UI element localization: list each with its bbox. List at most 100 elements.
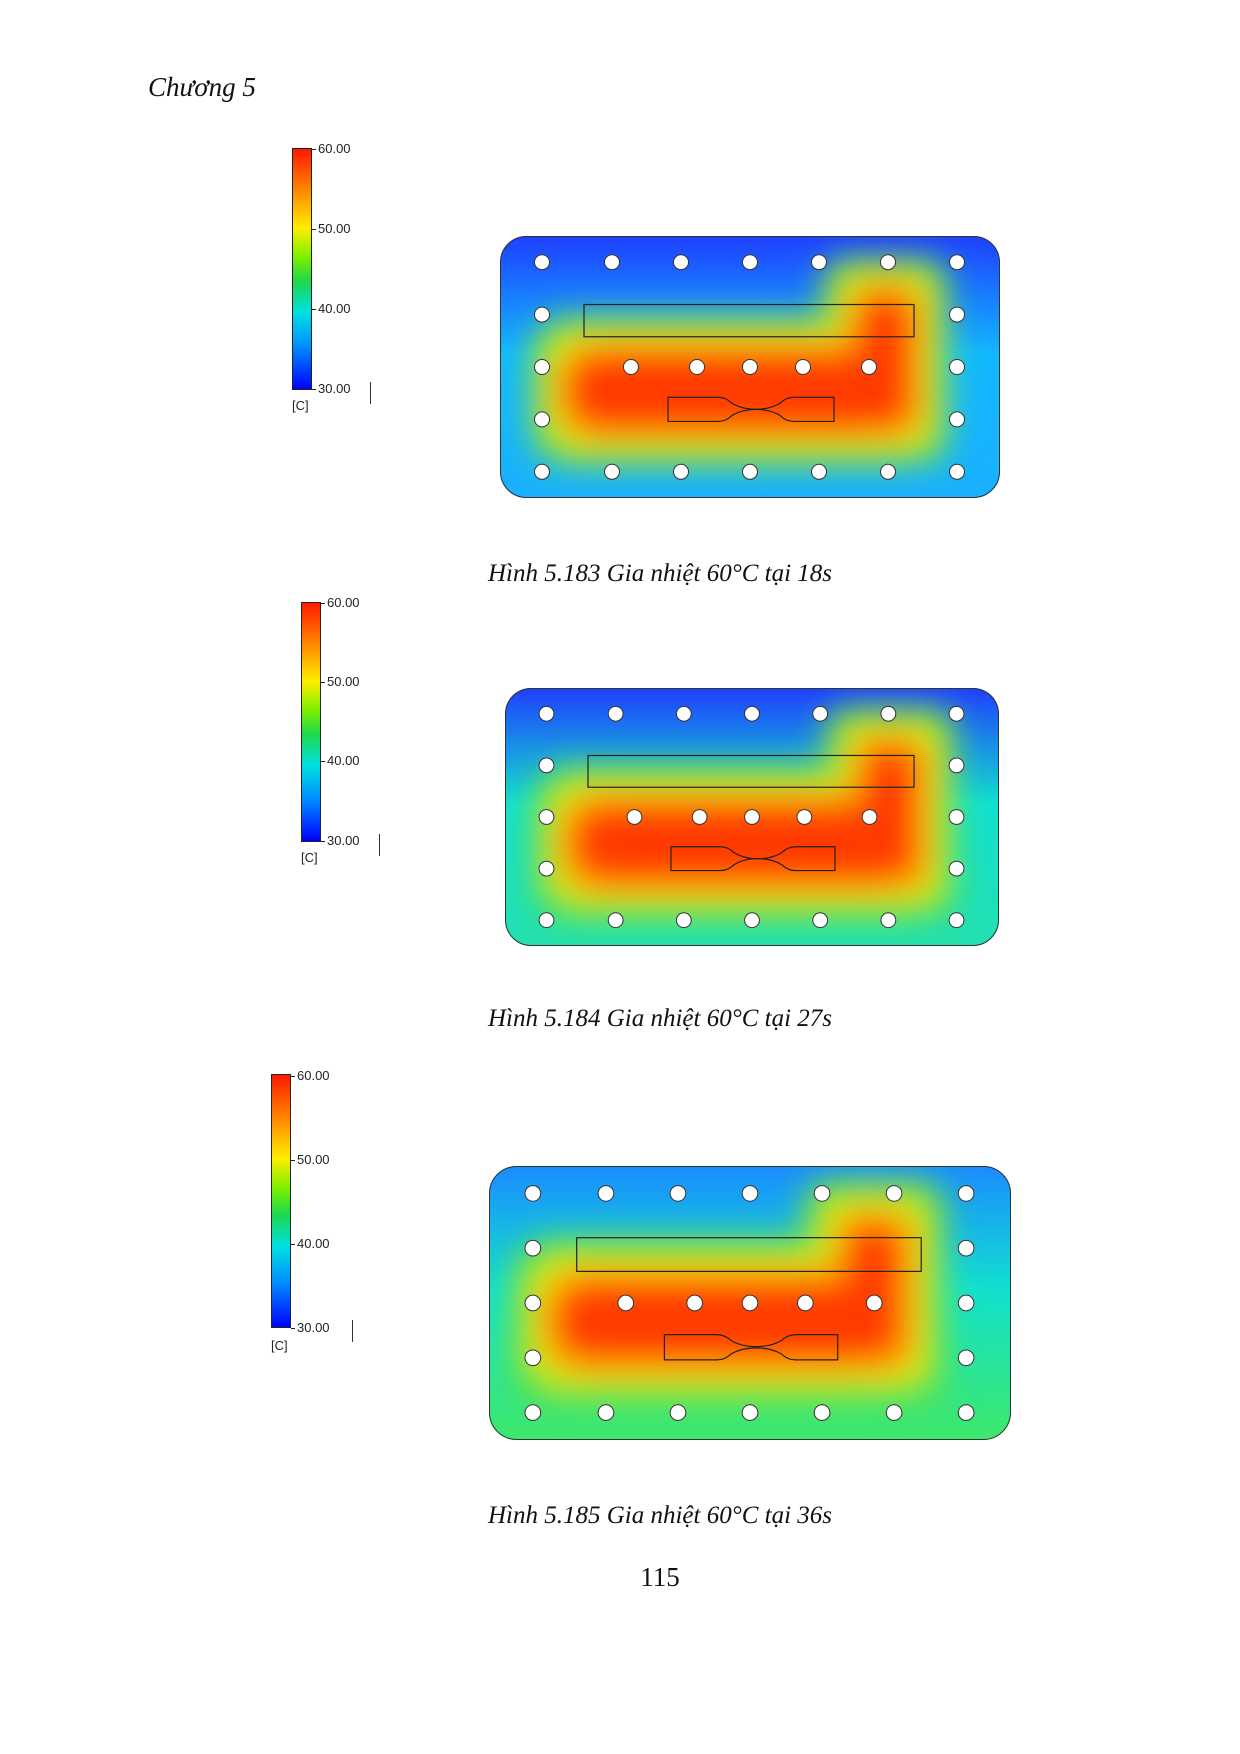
legend-tick-60: 60.00 <box>321 595 360 610</box>
channel-hole <box>957 1185 975 1202</box>
legend-tick-40: 40.00 <box>291 1236 330 1251</box>
channel-hole <box>686 1294 703 1312</box>
channel-hole <box>669 1404 687 1421</box>
channel-hole <box>741 1404 759 1421</box>
channel-hole <box>675 912 692 929</box>
heat-plate-2 <box>505 688 999 946</box>
channel-hole <box>861 359 877 375</box>
channel-hole <box>811 254 827 271</box>
channel-hole <box>949 254 965 271</box>
channel-hole <box>689 359 705 375</box>
page-number: 115 <box>640 1562 680 1592</box>
channel-hole <box>534 463 550 480</box>
channel-hole <box>880 463 896 480</box>
channel-hole <box>604 463 620 480</box>
channel-hole <box>597 1404 615 1421</box>
dogbone-cavity-outline <box>670 846 836 872</box>
channel-hole <box>741 1185 759 1202</box>
channel-hole <box>880 912 897 929</box>
legend-tick-60: 60.00 <box>312 141 351 156</box>
channel-hole <box>673 254 689 271</box>
channel-hole <box>861 809 878 825</box>
channel-hole <box>880 705 897 722</box>
legend-tick-60: 60.00 <box>291 1068 330 1083</box>
legend-unit: [C] <box>301 850 318 865</box>
legend-tick-50: 50.00 <box>321 674 360 689</box>
temperature-field <box>489 1166 1011 1440</box>
channel-hole <box>811 463 827 480</box>
channel-hole <box>813 1404 831 1421</box>
figure-caption-2: Hình 5.184 Gia nhiệt 60°C tại 27s <box>487 1005 833 1032</box>
channel-hole <box>813 1185 831 1202</box>
upper-cavity-outline <box>587 754 915 788</box>
channel-hole <box>948 912 965 929</box>
legend-color-bar <box>301 602 321 842</box>
channel-hole <box>957 1404 975 1421</box>
channel-hole <box>797 1294 814 1312</box>
channel-hole <box>948 860 965 877</box>
figure-caption-1: Hình 5.183 Gia nhiệt 60°C tại 18s <box>487 560 833 587</box>
channel-hole <box>538 912 555 929</box>
dogbone-cavity-outline <box>663 1334 839 1361</box>
channel-hole <box>538 757 555 774</box>
legend-color-bar <box>271 1074 291 1328</box>
channel-hole <box>524 1185 542 1202</box>
channel-hole <box>949 306 965 323</box>
channel-hole <box>534 411 550 428</box>
channel-hole <box>675 705 692 722</box>
channel-hole <box>538 705 555 722</box>
channel-hole <box>948 705 965 722</box>
legend-tick-30: 30.00 <box>312 381 351 396</box>
legend-marker <box>352 1320 353 1342</box>
channel-hole <box>524 1404 542 1421</box>
channel-hole <box>880 254 896 271</box>
channel-hole <box>796 809 813 825</box>
legend-unit: [C] <box>292 398 309 413</box>
channel-hole <box>957 1239 975 1257</box>
temperature-field <box>505 688 999 946</box>
channel-hole <box>949 359 965 375</box>
channel-hole <box>957 1349 975 1367</box>
channel-hole <box>669 1185 687 1202</box>
channel-hole <box>534 254 550 271</box>
channel-hole <box>534 306 550 323</box>
channel-hole <box>534 359 550 375</box>
channel-hole <box>607 705 624 722</box>
legend-tick-50: 50.00 <box>312 221 351 236</box>
channel-hole <box>744 912 760 929</box>
channel-hole <box>617 1294 635 1312</box>
heat-plate-1 <box>500 236 1000 498</box>
legend-tick-30: 30.00 <box>321 833 360 848</box>
channel-hole <box>885 1404 903 1421</box>
channel-hole <box>524 1239 542 1257</box>
channel-hole <box>948 809 965 825</box>
channel-hole <box>795 359 811 375</box>
channel-hole <box>524 1349 542 1367</box>
legend-color-bar <box>292 148 312 390</box>
channel-hole <box>597 1185 615 1202</box>
channel-hole <box>957 1294 975 1312</box>
upper-cavity-outline <box>576 1237 922 1272</box>
channel-hole <box>538 860 555 877</box>
legend-tick-50: 50.00 <box>291 1152 330 1167</box>
dogbone-cavity-outline <box>667 396 835 423</box>
legend-tick-40: 40.00 <box>321 753 360 768</box>
legend-tick-30: 30.00 <box>291 1320 330 1335</box>
channel-hole <box>623 359 639 375</box>
chapter-heading: Chương 5 <box>148 72 256 102</box>
figure-caption-3: Hình 5.185 Gia nhiệt 60°C tại 36s <box>487 1502 833 1529</box>
temperature-field <box>500 236 1000 498</box>
legend-marker <box>379 834 380 856</box>
channel-hole <box>812 705 829 722</box>
channel-hole <box>741 1294 759 1312</box>
channel-hole <box>607 912 624 929</box>
channel-hole <box>744 705 760 722</box>
channel-hole <box>742 463 758 480</box>
channel-hole <box>949 411 965 428</box>
channel-hole <box>538 809 555 825</box>
channel-hole <box>626 809 643 825</box>
legend-marker <box>370 382 371 404</box>
channel-hole <box>744 809 760 825</box>
channel-hole <box>949 463 965 480</box>
channel-hole <box>865 1294 883 1312</box>
